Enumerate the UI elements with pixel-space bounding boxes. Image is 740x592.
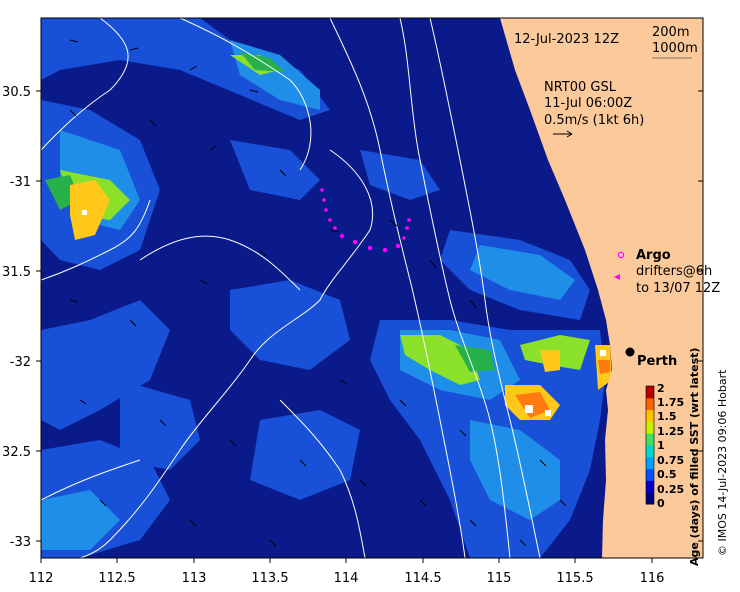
drifter-track xyxy=(320,188,411,253)
colorbar-title: Age (days) of filled SST (wrt latest) xyxy=(688,348,701,566)
sst-no-data-patches xyxy=(82,210,606,416)
y-tick-label: -31 xyxy=(10,175,31,190)
colorbar-swatch xyxy=(646,480,654,493)
current-time-label: 11-Jul 06:00Z xyxy=(544,96,632,111)
plot-frame xyxy=(40,17,704,559)
y-tick-label: -32 xyxy=(10,355,31,370)
x-tick-label: 113.5 xyxy=(251,571,288,586)
colorbar-swatch xyxy=(646,456,654,470)
colorbar-tick-label: 1.75 xyxy=(657,396,684,409)
x-tick-label: 112.5 xyxy=(98,571,135,586)
x-tick-label: 115.5 xyxy=(556,571,593,586)
x-tick-marks xyxy=(40,558,653,563)
map-plot-area xyxy=(41,18,703,558)
date-label: 12-Jul-2023 12Z xyxy=(514,32,619,47)
contour-label-1000m: 1000m xyxy=(652,41,698,56)
x-tick-label: 114.5 xyxy=(404,571,441,586)
colorbar-swatch xyxy=(646,386,654,399)
x-tick-label: 112 xyxy=(29,571,54,586)
colorbar-swatch xyxy=(646,421,654,434)
colorbar-swatch xyxy=(646,409,654,422)
current-vectors xyxy=(69,39,567,547)
x-tick-label: 114 xyxy=(334,571,359,586)
y-tick-label: 31.5 xyxy=(2,265,31,280)
colorbar-tick-label: 0.75 xyxy=(657,454,684,467)
colorbar-swatch xyxy=(646,433,654,446)
y-tick-label: 30.5 xyxy=(2,85,31,100)
current-scale-arrowhead xyxy=(566,130,573,138)
colorbar-tick-label: 1 xyxy=(657,439,665,452)
x-tick-label: 115 xyxy=(487,571,512,586)
x-tick-label: 113 xyxy=(182,571,207,586)
perth-marker xyxy=(625,347,635,357)
colorbar-tick-label: 2 xyxy=(657,382,665,395)
y-tick-label: 32.5 xyxy=(2,445,31,460)
colorbar-frame xyxy=(645,385,655,505)
colorbar: 2 1.75 1.5 1.25 1 0.75 0.5 0.25 0 xyxy=(645,382,684,510)
colorbar-ticks: 2 1.75 1.5 1.25 1 0.75 0.5 0.25 0 xyxy=(657,382,684,510)
drifter-legend-marker xyxy=(614,274,620,280)
drifters-label-2: to 13/07 12Z xyxy=(636,281,720,296)
map-annotations: 12-Jul-2023 12Z 200m 1000m NRT00 GSL 11-… xyxy=(514,25,720,369)
y-tick-label: -33 xyxy=(10,535,31,550)
contour-label-200m: 200m xyxy=(652,25,689,40)
colorbar-swatch xyxy=(646,468,654,481)
current-source-label: NRT00 GSL xyxy=(544,80,617,95)
colorbar-swatch xyxy=(646,397,654,411)
credit-label: © IMOS 14-Jul-2023 09:06 Hobart xyxy=(716,369,729,556)
sst-age-patches-yellow xyxy=(70,180,612,420)
bathymetry-contours xyxy=(41,18,541,558)
colorbar-tick-label: 1.25 xyxy=(657,425,684,438)
y-tick-labels: 30.5 -31 31.5 -32 32.5 -33 xyxy=(2,85,31,550)
x-tick-labels: 112 112.5 113 113.5 114 114.5 115 115.5 … xyxy=(29,571,665,586)
colorbar-tick-label: 0.5 xyxy=(657,468,677,481)
colorbar-swatch xyxy=(646,445,654,458)
perth-label: Perth xyxy=(637,354,677,369)
x-tick-label: 116 xyxy=(640,571,665,586)
colorbar-tick-label: 0 xyxy=(657,497,665,510)
drifters-label-1: drifters@6h xyxy=(636,264,712,279)
argo-legend-marker xyxy=(617,251,625,259)
current-scale-label: 0.5m/s (1kt 6h) xyxy=(544,113,644,128)
argo-label: Argo xyxy=(636,248,671,263)
colorbar-swatches xyxy=(646,386,654,505)
colorbar-tick-label: 0.25 xyxy=(657,483,684,496)
y-tick-marks xyxy=(36,90,703,542)
colorbar-tick-label: 1.5 xyxy=(657,410,677,423)
colorbar-swatch xyxy=(646,492,654,505)
